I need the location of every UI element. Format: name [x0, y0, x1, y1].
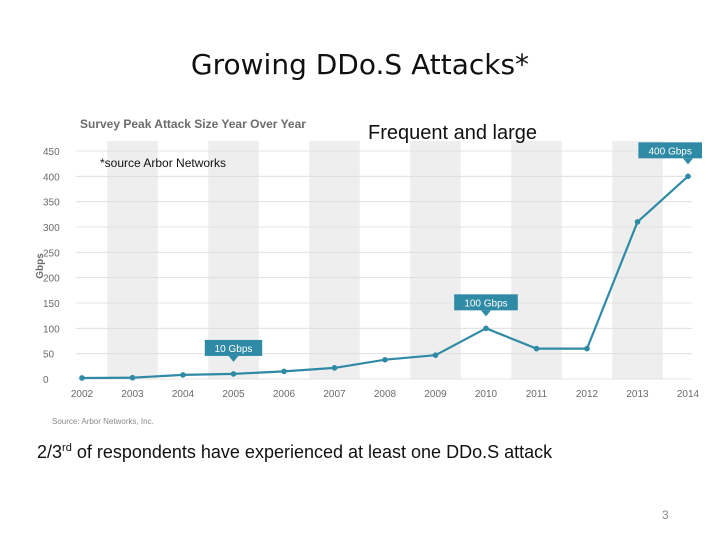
series-line	[81, 175, 689, 380]
y-tick-label: 300	[43, 223, 60, 234]
y-tick-label: 350	[43, 198, 60, 209]
callout-pointer	[481, 310, 491, 317]
slide-title: Growing DDo.S Attacks*	[190, 48, 530, 81]
x-tick-label: 2014	[677, 389, 700, 400]
respondents-footnote: 2/3rd of respondents have experienced at…	[37, 442, 552, 463]
y-tick-label: 450	[43, 147, 60, 158]
callout-label: 400 Gbps	[649, 146, 692, 157]
year-band	[612, 141, 663, 379]
x-tick-label: 2008	[374, 389, 397, 400]
annotation-callout: 100 Gbps	[454, 294, 518, 317]
callout-pointer	[683, 158, 693, 165]
x-tick-label: 2012	[576, 389, 599, 400]
data-point	[281, 368, 287, 375]
footnote-fraction: 2/3	[37, 442, 63, 462]
y-tick-label: 150	[43, 299, 60, 310]
data-point	[634, 219, 641, 225]
data-point	[230, 371, 237, 377]
data-point	[483, 325, 489, 332]
y-tick-label: 200	[43, 274, 60, 285]
footnote-text: of respondents have experienced at least…	[71, 442, 553, 462]
callout-pointer	[228, 355, 239, 362]
data-point	[533, 345, 540, 352]
x-tick-label: 2009	[424, 389, 447, 400]
x-tick-label: 2002	[71, 389, 94, 400]
annotation-callout: 10 Gbps	[204, 339, 263, 362]
y-tick-label: 50	[43, 350, 55, 361]
x-tick-label: 2007	[323, 389, 346, 400]
y-tick-label: 400	[43, 172, 60, 183]
chart-subtitle: Frequent and large	[368, 122, 538, 144]
year-band	[309, 141, 360, 379]
callout-label: 10 Gbps	[215, 344, 253, 355]
page-number: 3	[662, 508, 669, 522]
x-tick-label: 2011	[526, 389, 548, 400]
callout-box	[204, 339, 263, 356]
y-axis-label: Gbps	[35, 253, 46, 279]
data-point	[584, 345, 590, 352]
annotation-callout: 400 Gbps	[638, 142, 702, 165]
chart-title: Survey Peak Attack Size Year Over Year	[80, 117, 306, 131]
callout-box	[638, 142, 702, 159]
source-note: *source Arbor Networks	[100, 156, 227, 170]
data-point	[129, 374, 136, 381]
callout-label: 100 Gbps	[464, 298, 507, 309]
data-point	[382, 356, 388, 363]
x-tick-label: 2003	[121, 389, 144, 400]
x-tick-label: 2006	[273, 389, 296, 400]
year-band	[107, 141, 158, 379]
x-tick-label: 2004	[172, 389, 195, 400]
data-point	[180, 372, 186, 378]
callout-box	[454, 294, 518, 311]
data-point	[432, 352, 439, 358]
x-tick-label: 2013	[626, 389, 649, 400]
chart-source: Source: Arbor Networks, Inc.	[52, 417, 154, 426]
y-tick-label: 100	[43, 324, 60, 335]
footnote-superscript: rd	[62, 442, 72, 454]
year-band	[410, 141, 461, 379]
year-band	[208, 141, 259, 379]
y-tick-label: 250	[43, 248, 60, 259]
data-point	[685, 173, 691, 180]
year-band	[511, 141, 562, 379]
x-tick-label: 2005	[222, 389, 245, 400]
data-point	[331, 365, 338, 371]
x-tick-label: 2010	[475, 389, 498, 400]
y-tick-label: 0	[43, 375, 49, 386]
data-point	[79, 375, 85, 381]
attack-size-chart: 0 50 100 150 200 250 300 350 400 450 2002 2003 2004…	[35, 117, 702, 426]
